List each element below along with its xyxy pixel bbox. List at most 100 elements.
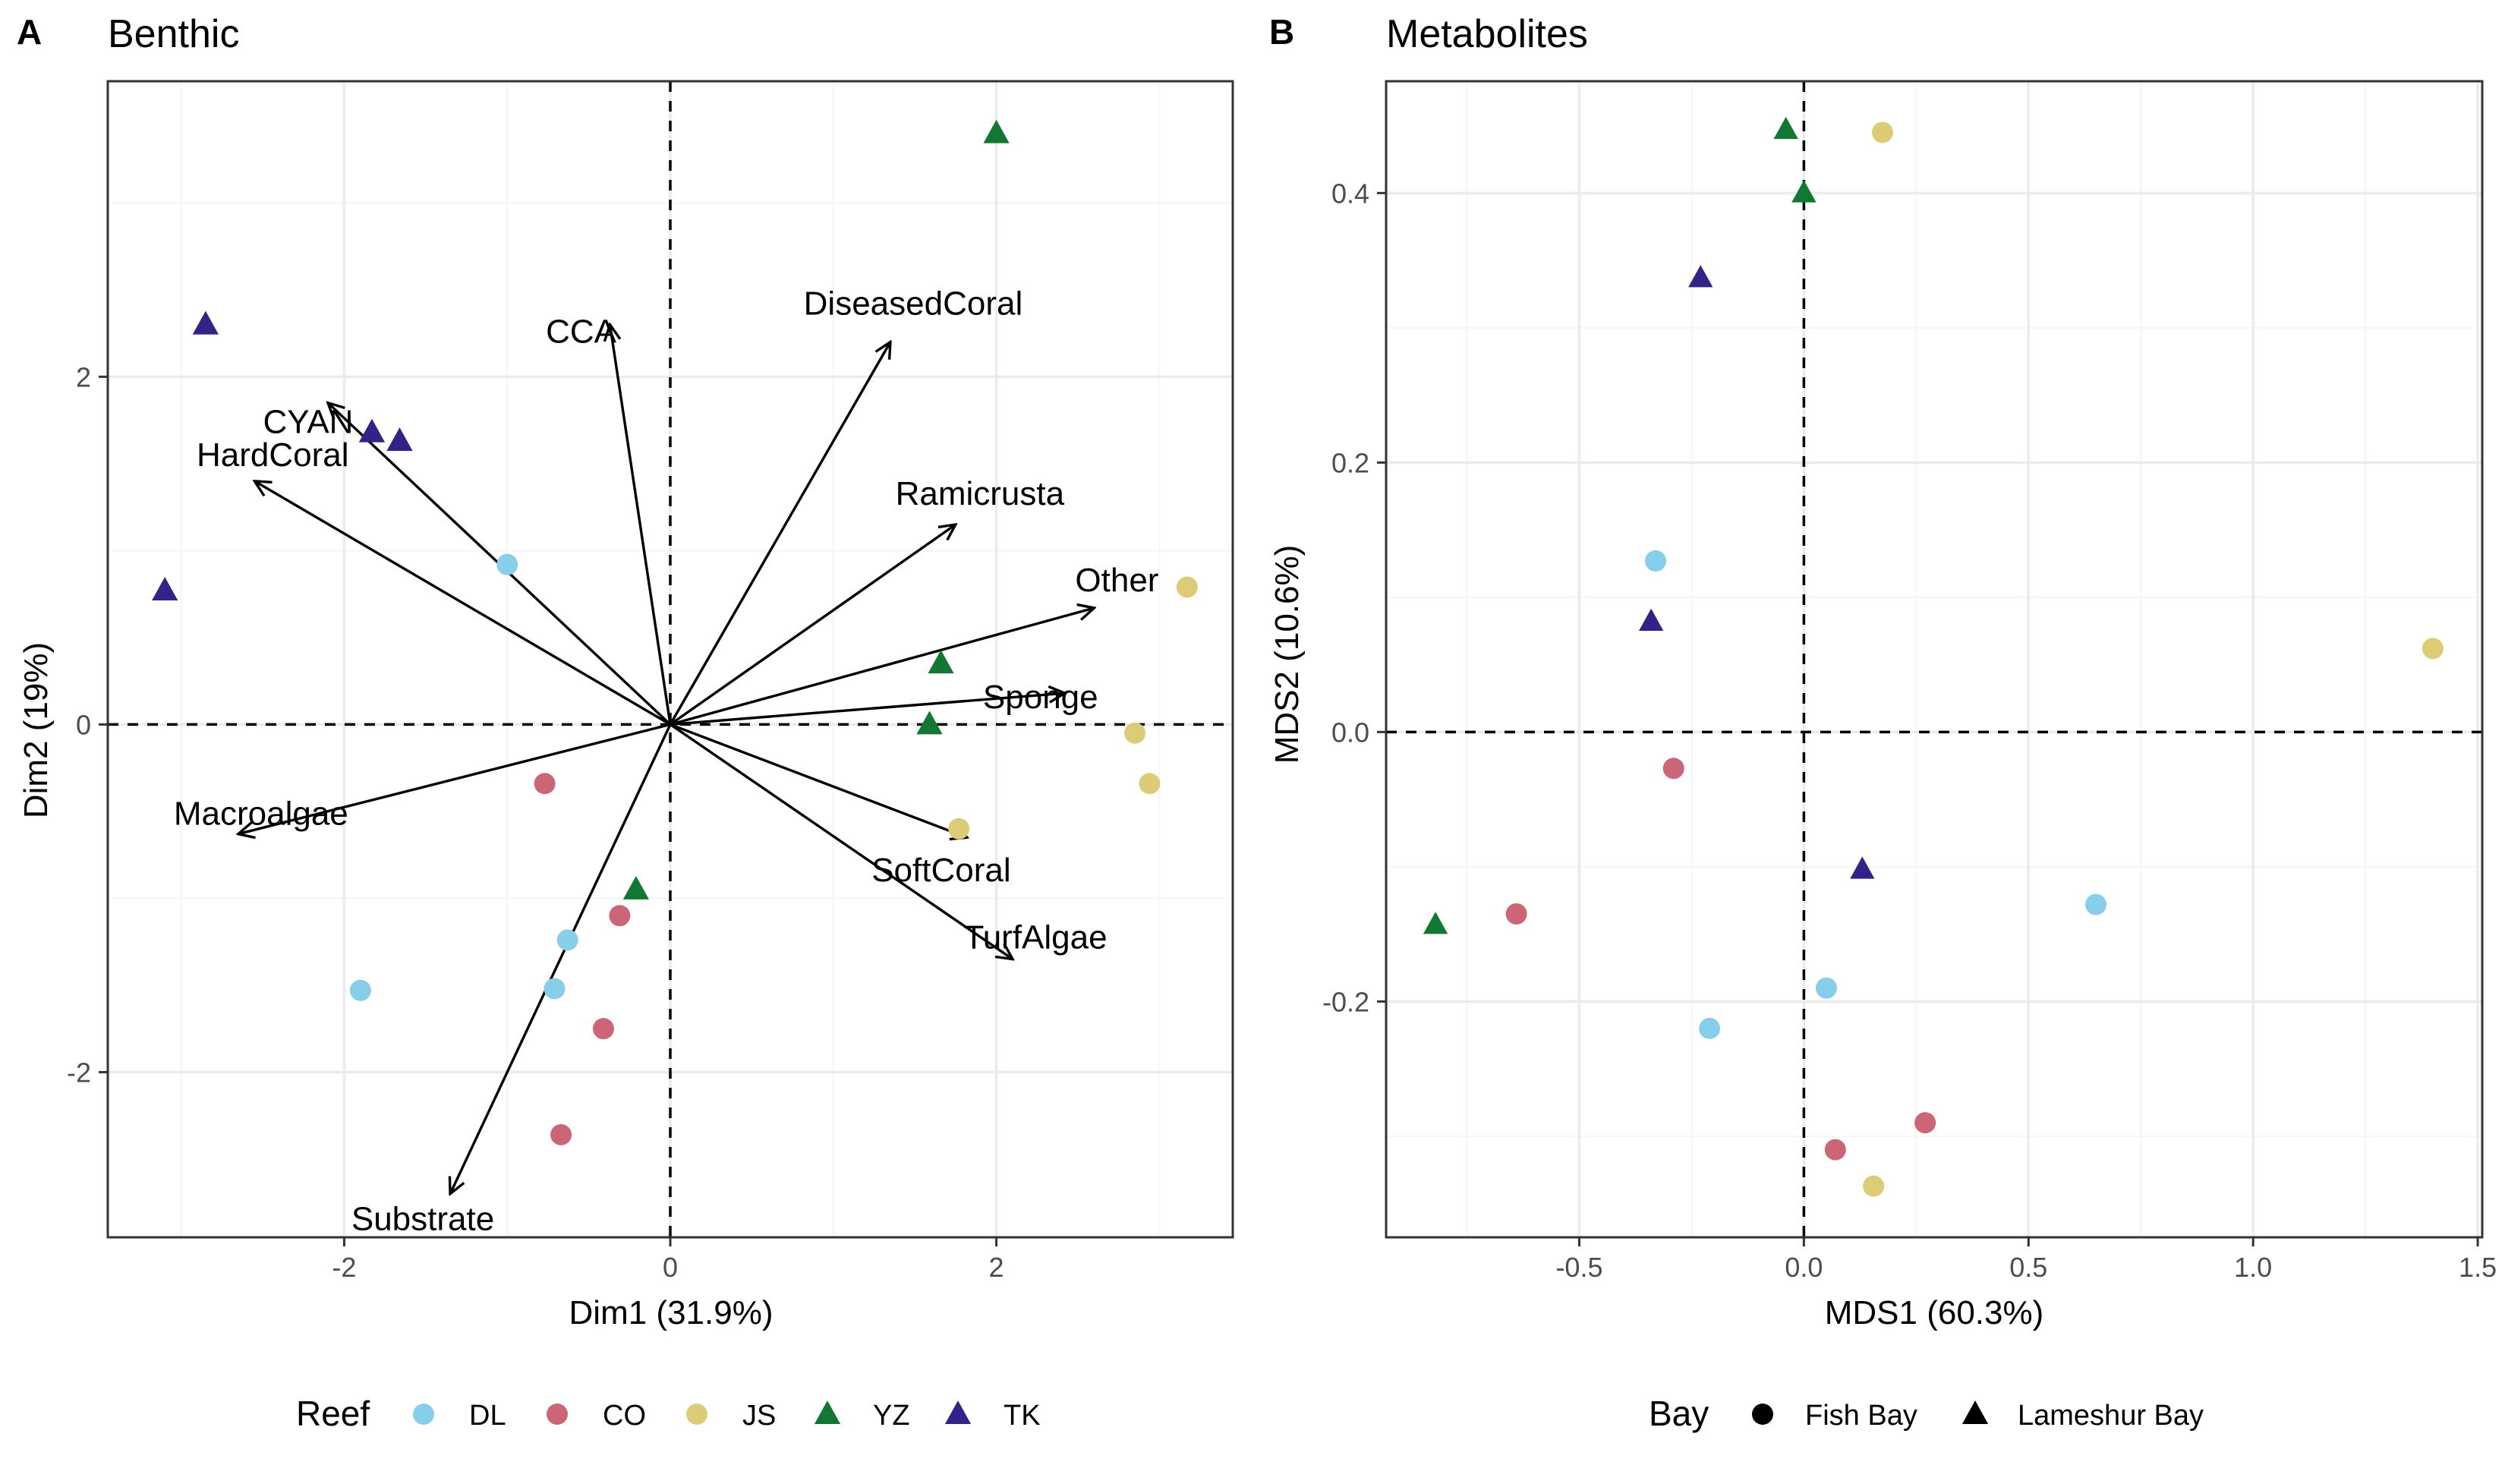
legend-reef: Reef DL CO JS YZ TK: [296, 1394, 1041, 1433]
panel-b-plot-border: [1385, 80, 2484, 1239]
legend-key-co: [547, 1404, 568, 1425]
vector-label-softcoral: SoftCoral: [871, 852, 1010, 889]
legend-label-tk: TK: [1004, 1400, 1041, 1432]
panel-b-points: [1423, 116, 2444, 1197]
point-yz: [916, 710, 943, 735]
vector-label-diseasedcoral: DiseasedCoral: [804, 285, 1023, 323]
vector-label-cca: CCA: [546, 313, 617, 351]
panel-a-ticks: -2 0 2 -2 0 2: [67, 361, 1004, 1283]
legend-key-yz: [814, 1401, 841, 1424]
panel-a-x-tick-label: -2: [332, 1252, 356, 1283]
panel-b-x-axis-label: MDS1 (60.3%): [1825, 1294, 2044, 1331]
legend-label-dl: DL: [469, 1400, 506, 1432]
point-co: [534, 773, 556, 795]
point-dl: [349, 979, 371, 1001]
legend-key-tk: [944, 1401, 972, 1424]
vector-arrow-sponge: [670, 693, 1065, 726]
vector-arrow-other: [670, 608, 1094, 726]
vector-label-turfalgae: TurfAlgae: [963, 919, 1107, 956]
point-tk: [192, 310, 219, 335]
point-tk: [1688, 265, 1713, 288]
panel-b-y-axis-label: MDS2 (10.6%): [1268, 545, 1306, 764]
panel-a-y-axis-label: Dim2 (19%): [17, 642, 55, 818]
vector-label-hardcoral: HardCoral: [197, 436, 349, 474]
panel-b-x-tick-label: -0.5: [1555, 1252, 1602, 1283]
panel-a-title: Benthic: [108, 12, 239, 56]
point-co: [1914, 1112, 1936, 1134]
panel-a-x-tick-label: 2: [989, 1252, 1004, 1283]
vector-arrow-turfalgae: [670, 723, 1013, 959]
legend-key-js: [686, 1404, 707, 1425]
panel-b-y-tick-label: 0.4: [1331, 178, 1369, 209]
point-co: [1505, 903, 1527, 925]
panel-b-frame: [1385, 80, 2484, 1239]
vector-arrow-ramicrusta: [670, 525, 956, 726]
panel-b-x-tick-label: 0.5: [2009, 1252, 2047, 1283]
vector-arrow-macroalgae: [238, 723, 671, 833]
panel-a-points: [152, 119, 1198, 1145]
panel-b-reference-lines: [1386, 81, 2482, 1237]
legend-label-js: JS: [742, 1400, 776, 1432]
point-co: [1824, 1139, 1846, 1161]
point-dl: [544, 978, 566, 1000]
legend-bay-title: Bay: [1649, 1394, 1709, 1433]
point-yz: [928, 650, 954, 674]
vector-label-macroalgae: Macroalgae: [174, 796, 348, 833]
point-js: [1124, 722, 1146, 744]
vector-label-sponge: Sponge: [983, 679, 1098, 716]
vector-arrow-diseasedcoral: [669, 342, 890, 726]
point-yz: [1791, 180, 1817, 203]
legend-label-fish-bay: Fish Bay: [1805, 1400, 1917, 1432]
point-co: [609, 905, 631, 927]
point-tk: [1639, 608, 1664, 632]
point-js: [1176, 576, 1198, 598]
vector-arrow-hardcoral: [254, 481, 671, 726]
vector-label-ramicrusta: Ramicrusta: [896, 475, 1065, 512]
panel-a-x-tick-label: 0: [663, 1252, 678, 1283]
panel-b-grid: [1386, 81, 2482, 1237]
point-co: [550, 1123, 572, 1145]
point-yz: [983, 119, 1010, 143]
legend-key-dl: [413, 1404, 434, 1425]
panel-b-y-tick-label: 0.2: [1331, 447, 1369, 478]
panel-a-tag: A: [17, 12, 42, 52]
panel-b-ticks: -0.5 0.0 0.5 1.0 1.5 -0.2 0.0 0.2 0.4: [1322, 178, 2497, 1283]
point-js: [1863, 1175, 1885, 1197]
legend-bay: Bay Fish Bay Lameshur Bay: [1649, 1394, 2204, 1433]
panel-a-y-tick-label: 0: [76, 709, 91, 740]
point-dl: [1699, 1017, 1721, 1039]
panel-b-x-tick-label: 0.0: [1785, 1252, 1823, 1283]
legend-key-lameshur-bay: [1961, 1401, 1989, 1424]
vector-label-substrate: Substrate: [351, 1201, 494, 1238]
point-dl: [496, 553, 518, 575]
point-dl: [556, 929, 578, 951]
point-yz: [1423, 912, 1448, 934]
panel-a-y-tick-label: 2: [76, 361, 91, 392]
point-dl: [2085, 893, 2107, 915]
panel-a-y-tick-label: -2: [67, 1057, 91, 1088]
legend-label-yz: YZ: [873, 1400, 910, 1432]
legend-label-co: CO: [603, 1400, 646, 1432]
legend-reef-title: Reef: [296, 1394, 370, 1433]
vector-arrow-softcoral: [670, 723, 967, 837]
point-dl: [1645, 550, 1667, 572]
point-dl: [1815, 977, 1837, 999]
point-js: [948, 818, 970, 840]
panel-b-y-tick-label: -0.2: [1322, 986, 1369, 1017]
vector-arrow-cca: [610, 325, 672, 725]
point-co: [1662, 758, 1684, 780]
vector-label-cyan: CYAN: [263, 404, 353, 441]
vector-arrow-substrate: [450, 723, 672, 1193]
point-tk: [1850, 856, 1875, 879]
point-tk: [152, 577, 178, 600]
point-yz: [622, 875, 649, 900]
point-tk: [386, 427, 413, 452]
point-tk: [358, 418, 386, 443]
panel-b-x-tick-label: 1.0: [2234, 1252, 2272, 1283]
panel-b-title: Metabolites: [1386, 12, 1588, 56]
panel-a-x-axis-label: Dim1 (31.9%): [569, 1294, 774, 1331]
